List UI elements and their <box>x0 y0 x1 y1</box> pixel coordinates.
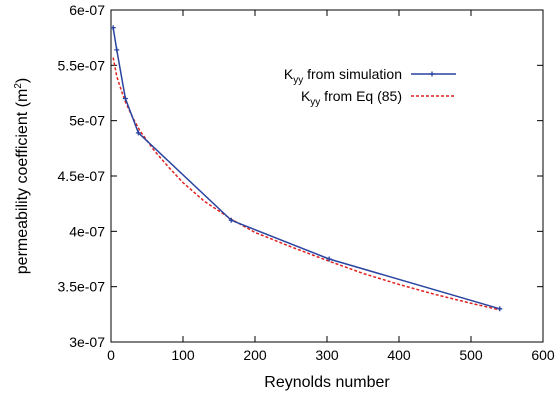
plot-frame <box>110 9 544 343</box>
y-tick-label: 5.5e-07 <box>58 57 106 73</box>
data-point-simulation <box>228 217 234 223</box>
x-tick-label: 400 <box>387 347 411 363</box>
legend-label-simulation-rest: from simulation <box>303 66 402 82</box>
y-axis-label: permeability coefficient (m2) <box>13 78 31 274</box>
legend-label-simulation: Kyy from simulation <box>284 66 402 86</box>
x-tick-label: 200 <box>243 347 267 363</box>
x-tick-label: 300 <box>315 347 339 363</box>
data-point-simulation <box>135 130 141 136</box>
x-tick-label: 600 <box>531 347 555 363</box>
y-tick-label: 6e-07 <box>69 2 105 18</box>
data-point-simulation <box>497 306 503 312</box>
x-axis: 0 100 200 300 400 500 600 <box>107 10 555 363</box>
series-layer <box>110 25 503 312</box>
y-tick-label: 5e-07 <box>69 113 105 129</box>
y-axis: 3e-07 3.5e-07 4e-07 4.5e-07 5e-07 5.5e-07 6e-0… <box>58 2 543 350</box>
y-axis-label-superscript: 2 <box>13 83 24 89</box>
data-point-simulation <box>326 256 332 262</box>
data-point-simulation <box>122 96 128 102</box>
legend-entry-equation: Kyy from Eq (85) <box>301 88 456 108</box>
legend-label-equation: Kyy from Eq (85) <box>301 88 402 108</box>
data-point-simulation <box>114 47 120 53</box>
legend-label-equation-subscript: yy <box>310 97 320 108</box>
x-axis-label: Reynolds number <box>264 374 390 391</box>
legend-label-simulation-subscript: yy <box>293 75 303 86</box>
data-point-simulation <box>110 25 116 31</box>
y-tick-label: 3.5e-07 <box>58 279 106 295</box>
legend-label-equation-main: K <box>301 88 311 104</box>
legend-entry-simulation: Kyy from simulation <box>284 66 456 86</box>
y-tick-label: 3e-07 <box>69 334 105 350</box>
y-axis-label-suffix: ) <box>14 78 31 83</box>
x-tick-label: 0 <box>107 347 115 363</box>
legend-label-equation-rest: from Eq (85) <box>320 88 402 104</box>
y-tick-label: 4.5e-07 <box>58 168 106 184</box>
legend-label-simulation-main: K <box>284 66 294 82</box>
legend: Kyy from simulation Kyy from Eq (85) <box>284 66 456 108</box>
legend-marker-simulation <box>429 71 435 77</box>
x-tick-label: 100 <box>171 347 195 363</box>
y-axis-label-prefix: permeability coefficient (m <box>14 89 31 275</box>
series-line-equation <box>112 57 500 311</box>
x-tick-label: 500 <box>459 347 483 363</box>
y-tick-label: 4e-07 <box>69 223 105 239</box>
